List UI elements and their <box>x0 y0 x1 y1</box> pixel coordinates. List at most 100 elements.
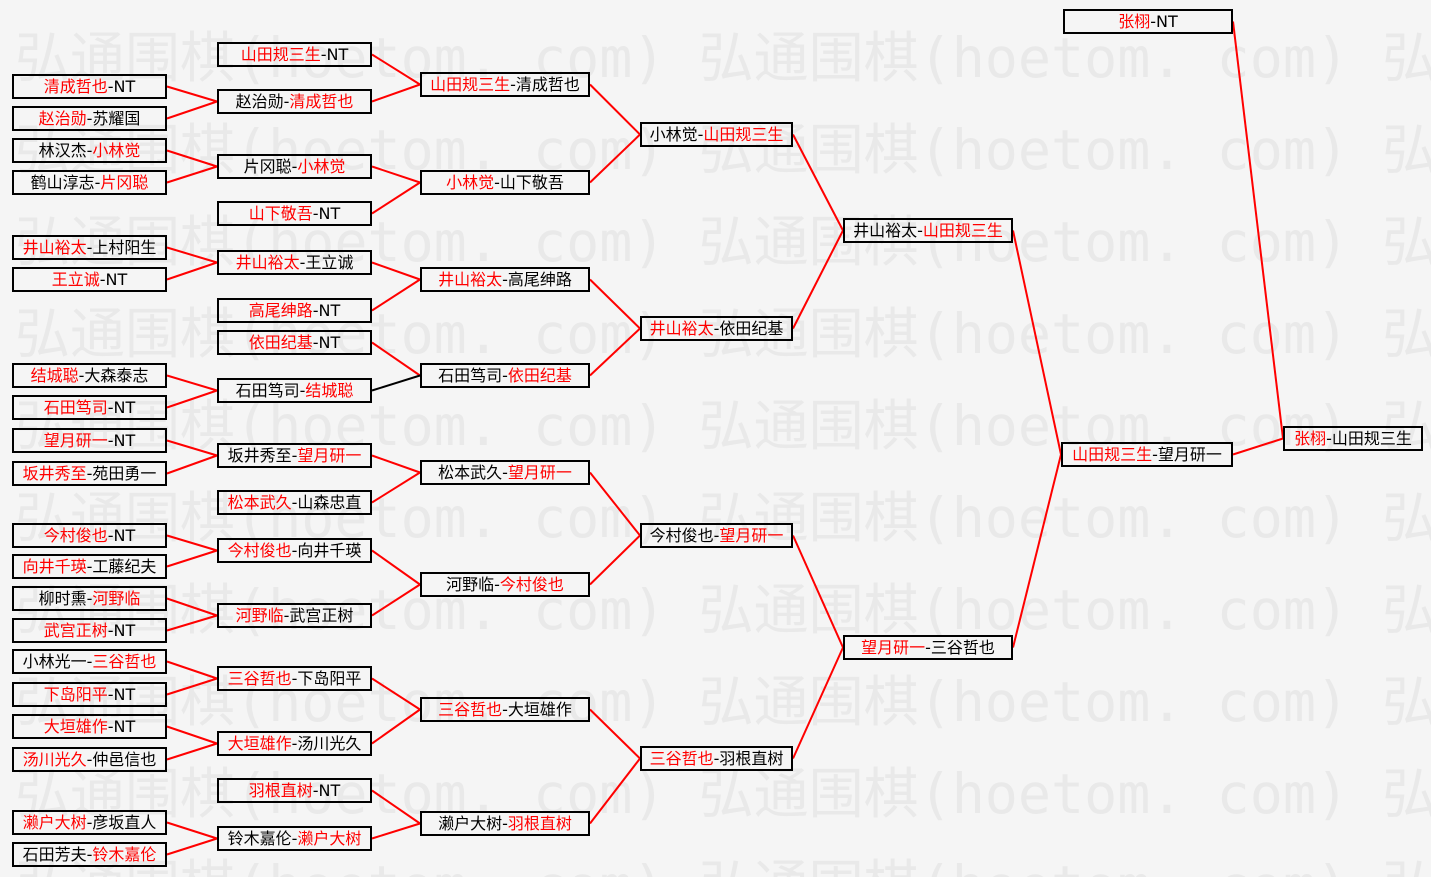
connector-B13-C7 <box>371 677 421 711</box>
vs-separator: - <box>502 813 508 833</box>
player-name: NT <box>326 44 349 64</box>
connector-B8-C4 <box>371 374 421 392</box>
connector-A6-B5 <box>166 261 218 281</box>
match-box-B8: 石田笃司 - 结城聪 <box>217 378 372 403</box>
match-box-D1: 小林觉 - 山田规三生 <box>640 122 793 147</box>
connector-A15-B13 <box>166 660 218 680</box>
match-box-A13: 柳时熏 - 河野临 <box>12 586 167 611</box>
player-name: 今村俊也 <box>43 525 108 545</box>
connector-E1-F1 <box>1012 230 1062 455</box>
connector-B10-C5 <box>371 471 421 504</box>
match-box-B9: 坂井秀至 - 望月研一 <box>217 443 372 468</box>
player-name: 依田纪基 <box>719 318 784 338</box>
vs-separator: - <box>86 108 93 128</box>
match-box-C7: 三谷哲也 - 大垣雄作 <box>420 697 590 722</box>
match-box-B12: 河野临 - 武宫正树 <box>217 603 372 628</box>
player-name: 石田芳夫 <box>22 844 87 864</box>
player-name: 小林觉 <box>649 124 698 144</box>
watermark-row: 弘通围棋(hoetom. com) 弘通围棋(hoetom. com) 弘通围棋… <box>15 762 1431 826</box>
vs-separator: - <box>925 637 931 657</box>
player-name: NT <box>113 525 136 545</box>
watermark-row: 弘通围棋(hoetom. com) 弘通围棋(hoetom. com) 弘通围棋… <box>15 210 1431 274</box>
vs-separator: - <box>502 365 508 385</box>
player-name: 望月研一 <box>719 525 784 545</box>
vs-separator: - <box>86 651 93 671</box>
connector-D3-E2 <box>792 535 844 648</box>
vs-separator: - <box>86 812 93 832</box>
player-name: 小林觉 <box>92 140 141 160</box>
watermark-row: 弘通围棋(hoetom. com) 弘通围棋(hoetom. com) 弘通围棋… <box>15 670 1431 734</box>
vs-separator: - <box>107 525 114 545</box>
vs-separator: - <box>494 574 500 594</box>
player-name: 石田笃司 <box>438 365 503 385</box>
player-name: 赵治勋 <box>38 108 87 128</box>
connector-B7-C4 <box>371 341 421 377</box>
vs-separator: - <box>283 605 290 625</box>
vs-separator: - <box>291 828 298 848</box>
player-name: 山田规三生 <box>703 124 784 144</box>
connector-A9-B9 <box>166 439 218 457</box>
vs-separator: - <box>291 668 298 688</box>
connector-A18-B14 <box>166 742 218 761</box>
connector-A7-B8 <box>166 374 218 392</box>
connector-A16-B13 <box>166 677 218 696</box>
player-name: 下岛阳平 <box>43 684 108 704</box>
player-name: 三谷哲也 <box>227 668 292 688</box>
match-box-B13: 三谷哲也 - 下岛阳平 <box>217 666 372 691</box>
vs-separator: - <box>291 445 298 465</box>
player-name: 向井千瑛 <box>297 540 362 560</box>
player-name: 结城聪 <box>305 380 354 400</box>
player-name: 王立诚 <box>51 269 100 289</box>
match-box-B7: 依田纪基 - NT <box>217 330 372 355</box>
player-name: 松本武久 <box>438 462 503 482</box>
player-name: NT <box>113 620 136 640</box>
connector-A20-B16 <box>166 837 218 856</box>
player-name: 河野临 <box>446 574 495 594</box>
player-name: 山田规三生 <box>922 220 1003 240</box>
vs-separator: - <box>713 318 720 338</box>
player-name: NT <box>113 716 136 736</box>
vs-separator: - <box>713 525 720 545</box>
player-name: 鹤山淳志 <box>30 172 95 192</box>
vs-separator: - <box>107 620 114 640</box>
connector-C5-D3 <box>589 471 641 537</box>
connector-A19-B16 <box>166 821 218 840</box>
vs-separator: - <box>78 365 85 385</box>
player-name: 依田纪基 <box>507 365 572 385</box>
connector-A17-B14 <box>166 725 218 745</box>
vs-separator: - <box>107 397 114 417</box>
player-name: NT <box>318 203 341 223</box>
vs-separator: - <box>697 124 704 144</box>
match-box-D2: 井山裕太 - 依田纪基 <box>640 316 793 341</box>
connector-B11-C6 <box>371 549 421 586</box>
match-box-F1: 山田规三生 - 望月研一 <box>1061 442 1233 467</box>
connector-C2-D1 <box>589 133 641 184</box>
player-name: 高尾绅路 <box>507 269 572 289</box>
connector-T1-T2 <box>1232 21 1284 439</box>
player-name: 井山裕太 <box>22 237 87 257</box>
connector-A11-B11 <box>166 534 218 552</box>
connector-C7-D4 <box>589 708 641 760</box>
vs-separator: - <box>312 203 319 223</box>
player-name: NT <box>318 300 341 320</box>
player-name: 大垣雄作 <box>507 699 572 719</box>
watermark-row: 弘通围棋(hoetom. com) 弘通围棋(hoetom. com) 弘通围棋… <box>15 302 1431 366</box>
player-name: NT <box>318 332 341 352</box>
vs-separator: - <box>917 220 923 240</box>
match-box-A4: 鹤山淳志 - 片冈聪 <box>12 170 167 195</box>
vs-separator: - <box>86 588 93 608</box>
player-name: 铃木嘉伦 <box>92 844 157 864</box>
match-box-T1: 张栩 - NT <box>1063 9 1233 34</box>
connector-A12-B11 <box>166 549 218 568</box>
match-box-A14: 武宫正树 - NT <box>12 618 167 643</box>
connector-C4-D2 <box>589 327 641 377</box>
player-name: 羽根直树 <box>507 813 572 833</box>
match-box-B14: 大垣雄作 - 汤川光久 <box>217 731 372 756</box>
player-name: 结城聪 <box>30 365 79 385</box>
match-box-A6: 王立诚 - NT <box>12 267 167 292</box>
player-name: 上村阳生 <box>92 237 157 257</box>
vs-separator: - <box>99 269 106 289</box>
vs-separator: - <box>86 844 93 864</box>
